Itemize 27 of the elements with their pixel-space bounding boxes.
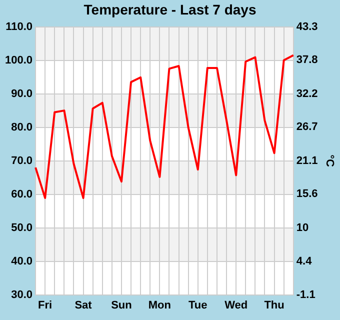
y2-tick-label: 32.2 — [296, 88, 318, 100]
y-tick-label: 90.0 — [11, 88, 33, 100]
x-tick-label: Wed — [224, 299, 248, 312]
x-tick-label: Sun — [111, 299, 132, 312]
y2-tick-label: 15.6 — [296, 188, 318, 200]
y-tick-label: 60.0 — [11, 188, 33, 200]
y-tick-label: 80.0 — [11, 121, 33, 134]
x-tick-label: Tue — [188, 299, 208, 312]
y2-tick-label: -1.1 — [296, 288, 316, 301]
y2-tick-label: 21.1 — [296, 154, 318, 167]
y-tick-label: 100.0 — [4, 54, 33, 66]
y2-axis-title: °C — [323, 154, 336, 168]
chart-title: Temperature - Last 7 days — [84, 1, 256, 18]
x-tick-label: Thu — [264, 299, 284, 312]
x-tick-label: Mon — [148, 299, 172, 312]
y2-tick-label: 37.8 — [296, 54, 318, 66]
y-tick-label: 70.0 — [11, 154, 33, 167]
y2-tick-label: 4.4 — [296, 256, 313, 268]
y-tick-label: 40.0 — [11, 255, 33, 268]
y2-tick-label: 43.3 — [296, 20, 318, 33]
y-tick-label: 30.0 — [11, 288, 33, 301]
y-tick-label: 110.0 — [6, 20, 33, 33]
x-tick-label: Sat — [74, 299, 92, 312]
y-tick-label: 50.0 — [11, 222, 33, 234]
y2-tick-label: 10 — [296, 222, 309, 234]
y2-tick-label: 26.7 — [296, 121, 318, 134]
x-tick-label: Fri — [38, 299, 52, 312]
